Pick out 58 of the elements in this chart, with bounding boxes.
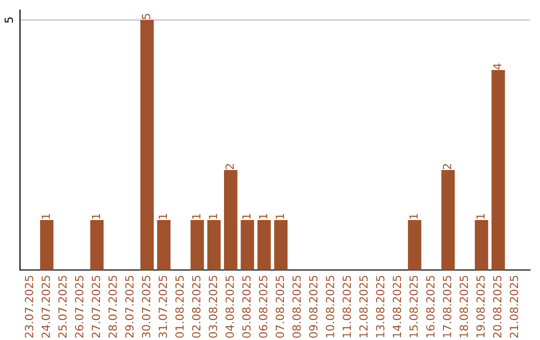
data-label: 1 bbox=[208, 214, 218, 219]
data-label: 4 bbox=[493, 64, 502, 70]
x-tick-label: 07.08.2025 bbox=[276, 276, 284, 338]
x-tick-label: 27.07.2025 bbox=[92, 276, 100, 338]
bar bbox=[224, 170, 238, 270]
x-tick-label: 31.07.2025 bbox=[158, 276, 168, 338]
x-tick-label: 18.08.2025 bbox=[460, 276, 468, 338]
data-label: 1 bbox=[192, 214, 200, 219]
data-label: 1 bbox=[476, 214, 485, 219]
bar bbox=[257, 220, 271, 270]
bar bbox=[190, 220, 204, 270]
data-label: 1 bbox=[276, 214, 284, 219]
bar bbox=[492, 70, 505, 270]
bar bbox=[40, 220, 54, 270]
bar bbox=[274, 220, 288, 270]
bar bbox=[140, 20, 154, 270]
bar bbox=[441, 170, 455, 270]
x-tick-label: 04.08.2025 bbox=[226, 276, 234, 338]
bar bbox=[207, 220, 221, 270]
x-tick-label: 15.08.2025 bbox=[409, 276, 418, 338]
x-tick-label: 14.08.2025 bbox=[392, 276, 402, 338]
x-tick-label: 26.07.2025 bbox=[75, 276, 84, 338]
x-tick-label: 10.08.2025 bbox=[326, 276, 334, 338]
data-label: 1 bbox=[410, 214, 418, 219]
x-tick-label: 30.07.2025 bbox=[142, 276, 150, 338]
x-tick-label: 16.08.2025 bbox=[426, 276, 435, 338]
x-tick-label: 09.08.2025 bbox=[309, 276, 318, 338]
x-tick-label: 29.07.2025 bbox=[125, 276, 134, 338]
x-tick-label: 12.08.2025 bbox=[359, 276, 368, 338]
bar bbox=[240, 220, 254, 270]
x-tick-label: 17.08.2025 bbox=[442, 276, 452, 338]
data-label: 2 bbox=[442, 164, 452, 170]
x-tick-label: 11.08.2025 bbox=[342, 276, 351, 338]
x-tick-label: 01.08.2025 bbox=[175, 276, 184, 338]
data-label: 1 bbox=[42, 214, 50, 219]
x-tick-label: 19.08.2025 bbox=[476, 276, 485, 338]
x-tick-label: 28.07.2025 bbox=[108, 276, 117, 338]
x-tick-label: 23.07.2025 bbox=[24, 276, 34, 338]
bar bbox=[90, 220, 104, 270]
data-label: 2 bbox=[226, 164, 234, 170]
x-tick-label: 25.07.2025 bbox=[58, 276, 67, 338]
bar bbox=[157, 220, 170, 270]
data-label: 1 bbox=[158, 214, 167, 219]
x-tick-label: 24.07.2025 bbox=[42, 276, 50, 338]
x-tick-label: 20.08.2025 bbox=[493, 276, 502, 338]
x-tick-label: 02.08.2025 bbox=[192, 276, 200, 338]
data-label: 1 bbox=[259, 214, 268, 219]
x-tick-label: 03.08.2025 bbox=[208, 276, 218, 338]
x-tick-label: 05.08.2025 bbox=[242, 276, 251, 338]
data-label: 5 bbox=[142, 14, 150, 20]
x-tick-label: 08.08.2025 bbox=[292, 276, 301, 338]
data-label: 1 bbox=[242, 214, 250, 219]
data-label: 1 bbox=[92, 214, 100, 219]
bar bbox=[408, 220, 422, 270]
x-tick-label: 13.08.2025 bbox=[376, 276, 384, 338]
bar bbox=[474, 220, 488, 270]
x-tick-label: 06.08.2025 bbox=[258, 276, 268, 338]
x-tick-label: 21.08.2025 bbox=[510, 276, 518, 338]
